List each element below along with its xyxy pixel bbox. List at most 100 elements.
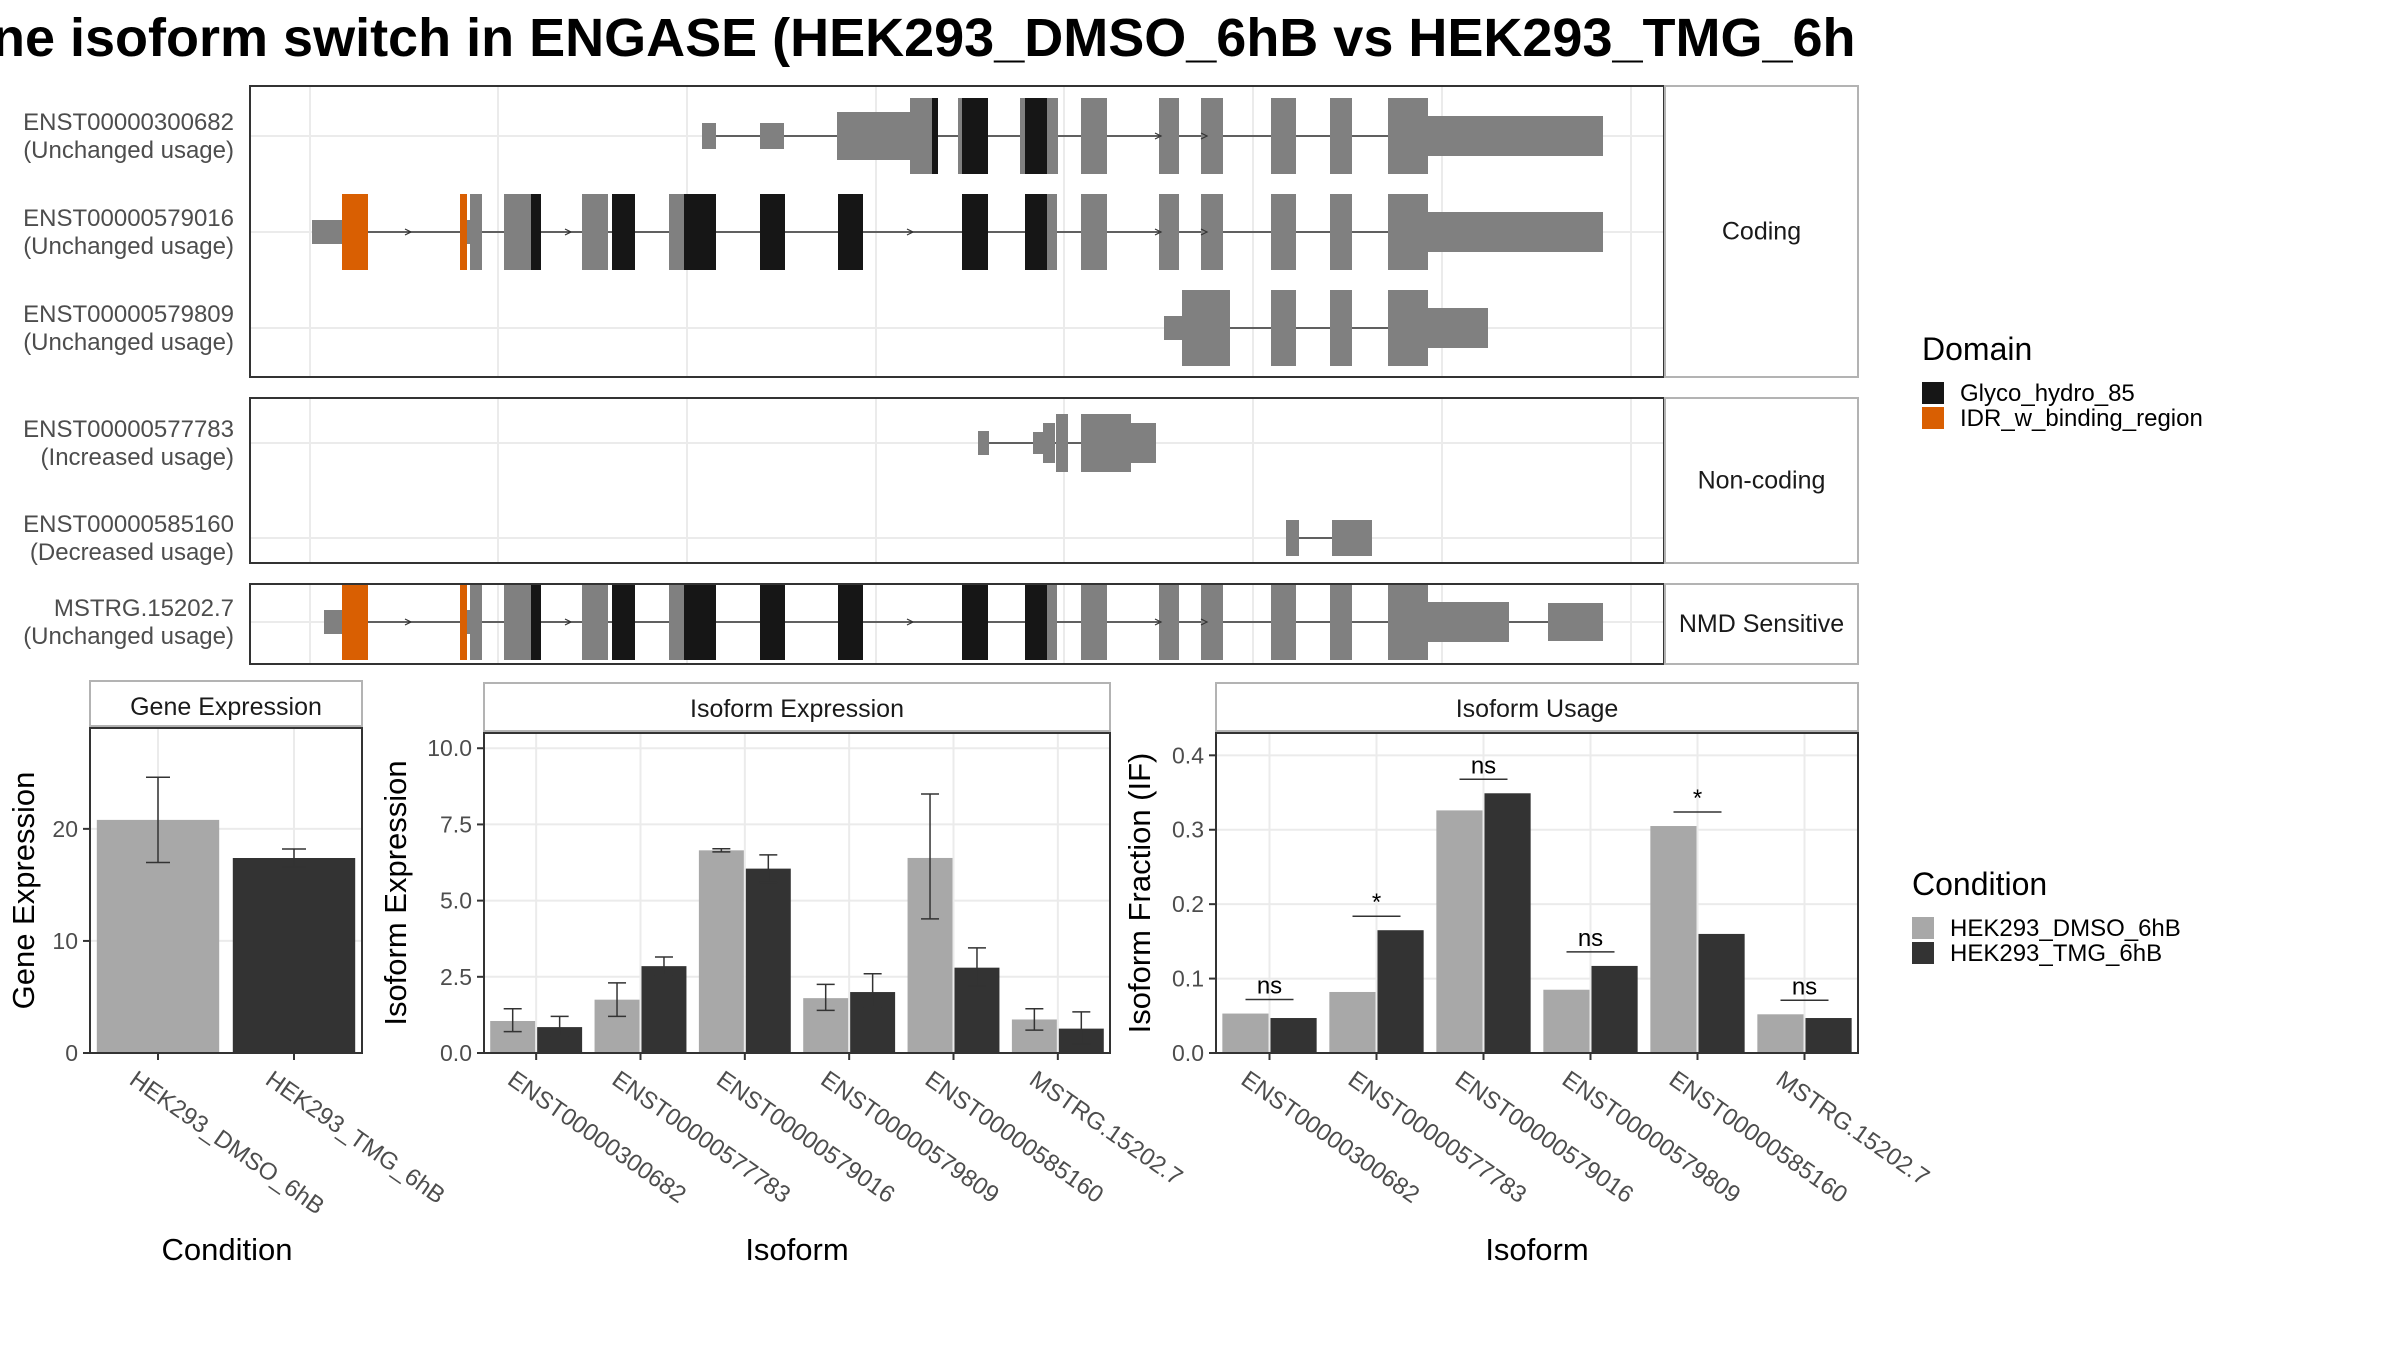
condition-legend-swatch	[1912, 917, 1934, 939]
bar	[1591, 965, 1638, 1053]
facet-strip	[1664, 85, 1859, 378]
exon	[1428, 602, 1509, 642]
domain-legend-label: Glyco_hydro_85	[1960, 380, 2135, 407]
x-tick-label: ENST00000300682	[503, 1066, 691, 1209]
exon	[1428, 212, 1603, 252]
isoform-id-label: MSTRG.15202.7	[54, 595, 234, 622]
exon	[1428, 116, 1603, 156]
legends: Domain Glyco_hydro_85IDR_w_binding_region…	[1912, 331, 2203, 967]
isoform-id-label: ENST00000579809	[23, 301, 234, 328]
glyco-domain	[760, 194, 785, 270]
y-tick-label: 0.0	[1172, 1040, 1204, 1066]
exon	[1330, 584, 1352, 660]
isoform-usage-label: (Decreased usage)	[30, 539, 234, 566]
exon	[978, 431, 989, 455]
exon	[1033, 432, 1045, 454]
glyco-domain	[962, 98, 988, 174]
direction-arrow	[1200, 132, 1209, 140]
chart-2: Isoform Expression 0.0 2.5 5.0 7.5 10.0 ENST00…	[378, 682, 1187, 1267]
chart-3: Isoform Usage 0.0 0.1 0.2 0.3 0.4 ns * ns ns * ns EN…	[1122, 682, 1934, 1267]
exon	[1330, 194, 1352, 270]
domain-legend-swatch	[1922, 382, 1944, 404]
exon	[1388, 290, 1428, 366]
exon	[1388, 584, 1428, 660]
exon	[1271, 194, 1296, 270]
glyco-domain	[962, 194, 988, 270]
domain-legend-label: IDR_w_binding_region	[1960, 405, 2203, 432]
bar	[1377, 930, 1424, 1053]
exon	[1159, 98, 1179, 174]
bar	[641, 966, 687, 1053]
y-tick-label: 0	[65, 1040, 78, 1066]
exon	[1056, 414, 1068, 472]
bar	[1270, 1018, 1317, 1053]
exon	[1271, 98, 1296, 174]
isoform-id-label: ENST00000579016	[23, 205, 234, 232]
significance-label: ns	[1792, 973, 1817, 1000]
idr-domain	[460, 194, 467, 270]
direction-arrow	[404, 228, 413, 236]
facet-strip	[1664, 397, 1859, 564]
direction-arrow	[1154, 228, 1163, 236]
bar	[1805, 1018, 1852, 1053]
idr-domain	[342, 584, 368, 660]
x-tick-label: ENST00000577783	[1343, 1066, 1531, 1209]
x-tick-label: ENST00000579016	[1450, 1066, 1638, 1209]
chart-title: Gene Expression	[130, 693, 322, 721]
direction-arrow	[1154, 132, 1163, 140]
exon	[312, 220, 344, 244]
exon	[1330, 98, 1352, 174]
exon	[1332, 520, 1372, 556]
exon	[1159, 584, 1179, 660]
y-tick-label: 0.0	[440, 1040, 472, 1066]
x-axis-title: Isoform	[1485, 1232, 1588, 1267]
direction-arrow	[1200, 618, 1209, 626]
glyco-domain	[760, 584, 785, 660]
exon	[1428, 308, 1488, 348]
exon	[1271, 290, 1296, 366]
x-axis-title: Isoform	[745, 1232, 848, 1267]
x-tick-label: ENST00000585160	[1664, 1066, 1852, 1209]
exon	[1201, 584, 1223, 660]
y-tick-label: 7.5	[440, 811, 472, 837]
exon	[1548, 603, 1603, 641]
x-tick-label: ENST00000579809	[816, 1066, 1004, 1209]
isoform-usage-label: (Increased usage)	[41, 444, 234, 471]
y-tick-label: 10.0	[427, 735, 472, 761]
facet-strip-label: NMD Sensitive	[1679, 610, 1844, 638]
exon	[702, 123, 716, 149]
exon	[582, 584, 608, 660]
direction-arrow	[404, 618, 413, 626]
exon	[1081, 414, 1131, 472]
glyco-domain	[1025, 584, 1047, 660]
isoform-usage-label: (Unchanged usage)	[23, 137, 234, 164]
exon	[1159, 194, 1179, 270]
direction-arrow	[906, 618, 915, 626]
x-tick-label: ENST00000579809	[1557, 1066, 1745, 1209]
glyco-domain	[932, 98, 938, 174]
glyco-domain	[1025, 194, 1047, 270]
exon	[910, 98, 932, 174]
glyco-domain	[1025, 98, 1047, 174]
bar	[1757, 1014, 1804, 1053]
condition-legend-label: HEK293_TMG_6hB	[1950, 940, 2162, 967]
bar	[1484, 793, 1531, 1053]
y-tick-label: 10	[52, 928, 78, 954]
expression-charts: Gene Expression01020HEK293_DMSO_6hBHEK29…	[6, 680, 1934, 1267]
glyco-domain	[531, 584, 541, 660]
isoform-usage-label: (Unchanged usage)	[23, 623, 234, 650]
glyco-domain	[962, 584, 988, 660]
isoform-id-label: ENST00000300682	[23, 109, 234, 136]
direction-arrow	[906, 228, 915, 236]
idr-domain	[460, 584, 467, 660]
direction-arrow	[564, 228, 573, 236]
plot-frame	[1215, 732, 1859, 1054]
isoform-id-label: ENST00000577783	[23, 416, 234, 443]
y-axis-title: Isoform Fraction (IF)	[1122, 753, 1157, 1034]
exon	[1330, 290, 1352, 366]
x-tick-label: ENST00000585160	[920, 1066, 1108, 1209]
glyco-domain	[838, 584, 863, 660]
exon	[760, 123, 784, 149]
exon	[504, 584, 534, 660]
exon	[1271, 584, 1296, 660]
